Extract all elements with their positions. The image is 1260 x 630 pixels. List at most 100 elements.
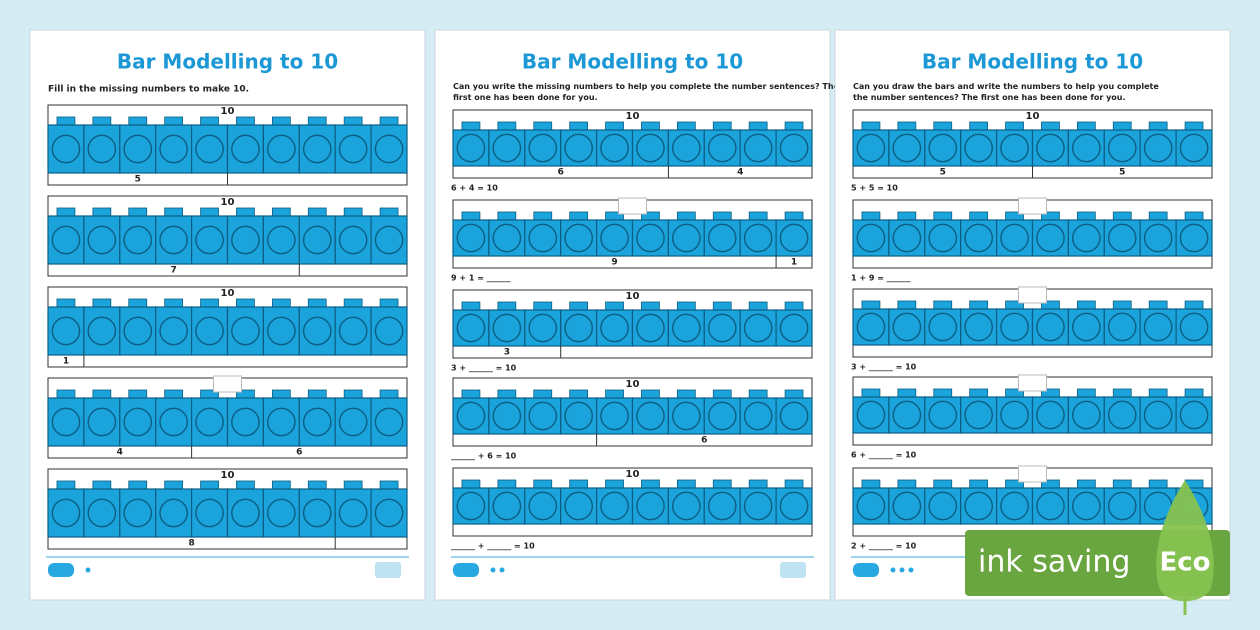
cube-stud (861, 300, 881, 310)
cube-circle (338, 498, 368, 528)
cube-stud (641, 479, 660, 489)
cube-circle (159, 407, 188, 437)
cube-stud (461, 479, 481, 489)
cube-stud (1184, 388, 1204, 398)
cube-stud (1112, 388, 1132, 398)
cube-circle (928, 312, 958, 342)
cube-stud (343, 298, 363, 308)
footer-logo (453, 563, 479, 577)
cube-circle (1036, 400, 1065, 430)
cube-circle (231, 134, 260, 164)
cube-stud (605, 121, 624, 131)
cube-stud (712, 121, 732, 131)
blank-box (1018, 374, 1047, 392)
cube-stud (236, 298, 255, 308)
page-dot (85, 567, 91, 573)
cube-stud (897, 479, 917, 489)
page-dot (499, 567, 505, 573)
number-sentence: 6 + ______ = 10 (851, 451, 917, 460)
cube-circle (528, 491, 558, 521)
cube-stud (164, 207, 184, 217)
cube-stud (497, 211, 517, 221)
cube-stud (748, 211, 768, 221)
page-title: Bar Modelling to 10 (117, 50, 338, 74)
bar-total: 10 (221, 288, 235, 299)
cube-circle (743, 133, 773, 163)
cube-circle (600, 223, 629, 253)
cube-stud (379, 480, 399, 490)
cube-stud (92, 298, 112, 308)
cube-stud (56, 207, 76, 217)
cube-stud (933, 388, 953, 398)
cube-circle (159, 498, 188, 528)
cube-stud (164, 480, 184, 490)
cube-stud (676, 211, 696, 221)
cube-circle (231, 407, 260, 437)
cube-circle (195, 498, 224, 528)
cube-stud (1112, 479, 1132, 489)
cube-circle (374, 316, 404, 346)
cube-circle (231, 225, 260, 255)
cube-circle (87, 316, 117, 346)
cube-circle (672, 313, 701, 343)
cube-stud (497, 121, 517, 131)
cube-stud (271, 480, 291, 490)
cube-circle (338, 225, 368, 255)
cube-stud (1148, 121, 1168, 131)
cube-stud (56, 116, 76, 126)
cube-circle (302, 225, 332, 255)
cube-circle (338, 134, 368, 164)
cube-circle (231, 316, 260, 346)
cube-stud (1076, 300, 1096, 310)
cube-circle (492, 401, 522, 431)
number-sentence: 1 + 9 = ______ (851, 274, 911, 283)
cube-stud (861, 479, 881, 489)
cube-stud (379, 207, 399, 217)
cube-circle (1143, 133, 1173, 163)
bar-part: 4 (117, 448, 123, 458)
eco-badge-text: ink saving (978, 545, 1130, 580)
cube-circle (1036, 133, 1065, 163)
cube-stud (1076, 479, 1096, 489)
cube-stud (676, 301, 696, 311)
cube-circle (456, 401, 486, 431)
bar-part: 8 (188, 539, 194, 549)
cube-circle (456, 491, 486, 521)
cube-circle (159, 134, 188, 164)
cube-stud (92, 389, 112, 399)
bar-total: 10 (626, 379, 640, 390)
cube-stud (1005, 121, 1024, 131)
cube-stud (92, 207, 112, 217)
cube-circle (1107, 400, 1137, 430)
cube-stud (1041, 121, 1060, 131)
number-sentence: 2 + ______ = 10 (851, 542, 917, 551)
footer-logo (853, 563, 879, 577)
page-dot (899, 567, 905, 573)
cube-stud (128, 207, 148, 217)
cube-circle (195, 407, 224, 437)
cube-circle (928, 223, 958, 253)
cube-stud (676, 389, 696, 399)
instruction: Can you write the missing numbers to hel… (453, 82, 840, 102)
cube-stud (1148, 388, 1168, 398)
cube-circle (636, 133, 665, 163)
bar-part: 3 (504, 348, 510, 358)
cube-circle (779, 223, 809, 253)
cube-circle (564, 223, 593, 253)
cube-stud (641, 121, 660, 131)
cube-stud (933, 121, 953, 131)
cube-circle (302, 316, 332, 346)
cube-stud (56, 389, 76, 399)
cube-circle (1143, 400, 1173, 430)
cube-stud (200, 298, 219, 308)
cube-stud (343, 480, 363, 490)
cube-stud (497, 389, 517, 399)
cube-stud (641, 389, 660, 399)
cube-stud (164, 116, 184, 126)
footer-mark (375, 562, 401, 578)
cube-stud (533, 121, 553, 131)
cube-circle (1036, 491, 1065, 521)
cube-circle (564, 491, 593, 521)
cube-stud (200, 116, 219, 126)
cube-stud (128, 298, 148, 308)
